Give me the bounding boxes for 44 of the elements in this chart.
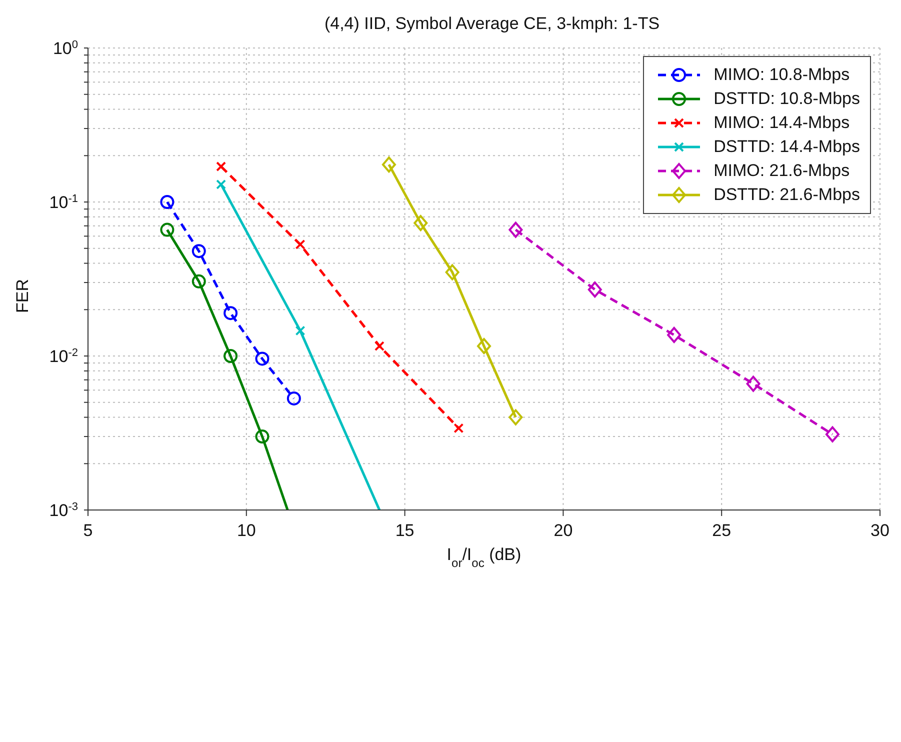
point — [224, 349, 238, 363]
point — [295, 326, 306, 336]
point — [588, 282, 602, 298]
point — [286, 391, 301, 406]
point — [160, 195, 174, 209]
y-axis-title: FER — [13, 279, 32, 313]
point — [255, 430, 270, 444]
legend-label: DSTTD: 14.4-Mbps — [714, 137, 860, 157]
legend-label: DSTTD: 10.8-Mbps — [714, 89, 860, 109]
legend-label: DSTTD: 21.6-Mbps — [714, 185, 860, 205]
legend-label: MIMO: 21.6-Mbps — [714, 161, 850, 181]
legend-label: MIMO: 14.4-Mbps — [714, 113, 850, 133]
point — [746, 376, 760, 392]
point — [255, 352, 270, 366]
x-tick-label: 5 — [83, 521, 93, 540]
y-tick-label: 10$^{-2}$ — [49, 347, 78, 366]
chart-title: (4,4) IID, Symbol Average CE, 3-kmph: 1-TS — [323, 14, 661, 34]
x-axis-title: I$_{or}$/I$_{oc}$ (dB) — [446, 545, 522, 570]
y-tick-label: 10$^{-1}$ — [49, 193, 78, 212]
y-tick-label: 10$^{-3}$ — [49, 501, 78, 520]
x-tick-label: 20 — [554, 521, 573, 540]
x-tick-label: 15 — [395, 521, 414, 540]
legend-label: MIMO: 10.8-Mbps — [714, 65, 850, 85]
point — [445, 264, 460, 280]
point — [216, 162, 226, 172]
x-tick-label: 10 — [236, 521, 256, 540]
point — [216, 179, 226, 190]
x-tick-label: 25 — [712, 521, 732, 540]
point — [825, 426, 840, 442]
point — [374, 341, 384, 352]
point — [295, 239, 306, 250]
point — [192, 244, 206, 258]
y-tick-label: 10$^{0}$ — [52, 39, 78, 58]
point — [667, 326, 682, 343]
point — [508, 222, 523, 238]
point — [382, 156, 396, 173]
point — [192, 274, 206, 288]
point — [414, 215, 428, 232]
point — [477, 338, 491, 354]
point — [224, 306, 238, 320]
point — [160, 222, 174, 237]
x-tick-label: 30 — [870, 521, 890, 540]
point — [508, 409, 523, 426]
point — [454, 423, 464, 434]
